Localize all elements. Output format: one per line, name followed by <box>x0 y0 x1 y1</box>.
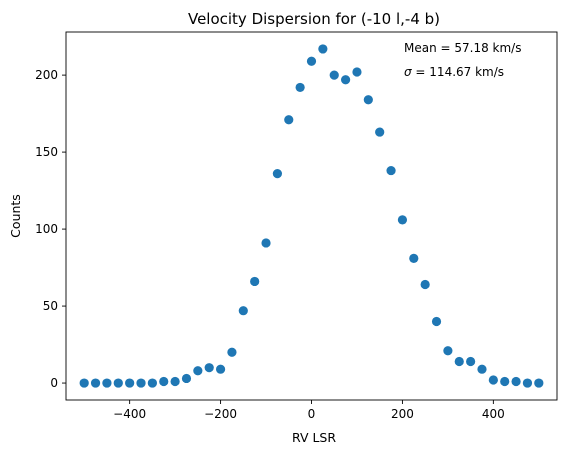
data-point <box>102 378 112 388</box>
sigma-symbol: σ <box>404 65 412 79</box>
y-axis-label: Counts <box>8 194 23 238</box>
data-point <box>522 378 533 388</box>
data-point <box>340 75 351 85</box>
data-point <box>136 378 146 388</box>
data-point <box>488 375 498 385</box>
data-point <box>318 44 328 54</box>
data-point <box>250 276 260 287</box>
data-points <box>79 44 544 388</box>
data-point <box>329 70 339 80</box>
x-axis: −400 −200 0 200 400 <box>113 400 505 421</box>
data-point <box>79 378 89 388</box>
data-point <box>295 82 305 93</box>
y-tick-label: 0 <box>50 376 58 390</box>
data-point <box>397 215 408 225</box>
x-tick-label: 0 <box>308 407 316 421</box>
data-point <box>204 363 214 373</box>
x-tick-label: −400 <box>113 407 146 421</box>
data-point <box>466 356 476 367</box>
data-point <box>363 95 373 105</box>
x-tick-label: 200 <box>391 407 414 421</box>
data-point <box>375 127 385 137</box>
data-point <box>90 378 101 388</box>
data-point <box>386 165 396 176</box>
data-point <box>215 364 226 374</box>
data-point <box>500 376 510 387</box>
y-tick-label: 100 <box>35 222 58 236</box>
data-point <box>170 376 180 387</box>
data-point <box>227 347 237 357</box>
data-point <box>272 169 283 179</box>
data-point <box>443 346 453 356</box>
data-point <box>159 376 169 387</box>
data-point <box>511 376 521 387</box>
data-point <box>238 306 248 316</box>
y-tick-label: 50 <box>43 299 58 313</box>
mean-annotation: Mean = 57.18 km/s <box>404 41 521 55</box>
data-point <box>409 253 419 263</box>
data-point <box>306 56 317 66</box>
y-tick-label: 200 <box>35 68 58 82</box>
y-tick-label: 150 <box>35 145 58 159</box>
data-point <box>113 378 123 388</box>
sigma-annotation: σ = 114.67 km/s <box>404 65 504 79</box>
data-point <box>193 366 203 376</box>
data-point <box>477 364 487 374</box>
x-axis-label: RV LSR <box>292 430 336 445</box>
sigma-value: = 114.67 km/s <box>412 65 504 79</box>
data-point <box>147 378 157 388</box>
data-point <box>125 378 135 388</box>
data-point <box>352 67 362 77</box>
data-point <box>431 316 442 327</box>
chart-title: Velocity Dispersion for (-10 l,-4 b) <box>188 10 440 28</box>
data-point <box>420 279 430 290</box>
data-point <box>284 115 294 125</box>
data-point <box>261 238 271 248</box>
y-axis: 0 50 100 150 200 <box>35 68 66 390</box>
data-point <box>181 373 192 384</box>
x-tick-label: 400 <box>482 407 505 421</box>
data-point <box>454 356 464 367</box>
data-point <box>534 378 544 388</box>
x-tick-label: −200 <box>204 407 237 421</box>
